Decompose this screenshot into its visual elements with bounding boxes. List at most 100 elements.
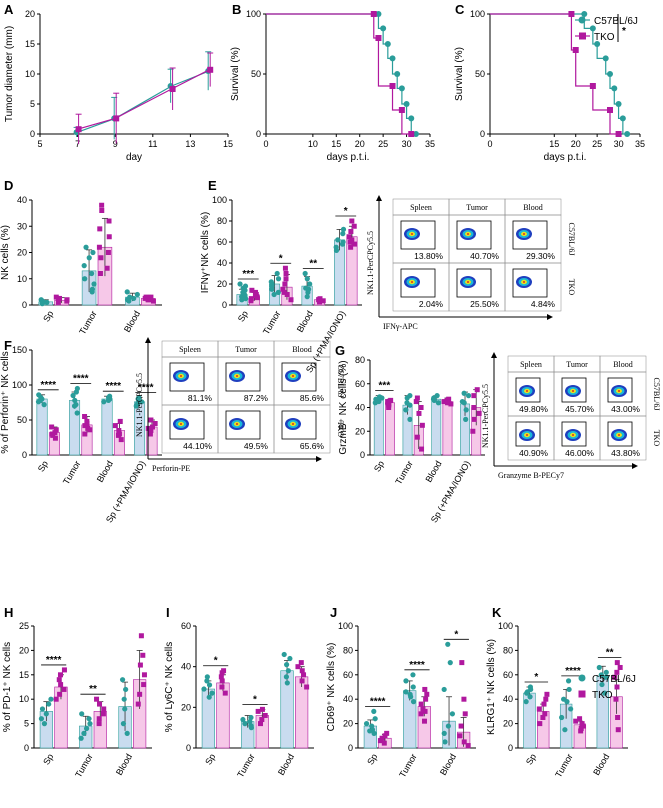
legend-wt-marker bbox=[578, 16, 586, 24]
data-point-I-0 bbox=[242, 721, 248, 727]
data-point-E-0 bbox=[333, 244, 339, 250]
facs-y-axis-label-G: NK1.1-PerCPCy5.5 bbox=[481, 384, 490, 448]
data-point-F-1 bbox=[147, 431, 153, 437]
data-point-H-0 bbox=[86, 716, 92, 722]
facs-percentage-G: 49.80% bbox=[519, 404, 548, 414]
data-point-D-0 bbox=[91, 281, 97, 287]
facs-x-arrow-E bbox=[547, 314, 553, 320]
facs-density-core-E bbox=[523, 281, 525, 283]
data-point-H-0 bbox=[79, 711, 85, 717]
y-tick-label-H: 15 bbox=[19, 670, 29, 680]
y-tick-label-D: 20 bbox=[17, 248, 27, 258]
facs-y-arrow-E bbox=[376, 195, 382, 201]
growth-line-1 bbox=[77, 69, 210, 130]
data-point-K-1 bbox=[544, 691, 550, 697]
y-tick-label-E: 100 bbox=[212, 195, 227, 205]
y-tick-label-J: 40 bbox=[343, 694, 353, 704]
data-point-I-0 bbox=[248, 723, 254, 729]
data-point-H-1 bbox=[137, 662, 143, 668]
facs-gate-G bbox=[515, 421, 541, 447]
data-point-K-1 bbox=[536, 706, 542, 712]
data-point-E-1 bbox=[288, 297, 294, 303]
facs-gate-F bbox=[169, 410, 205, 440]
growth-point-1 bbox=[113, 115, 120, 122]
y-axis-label-B: Survival (%) bbox=[230, 47, 241, 101]
data-point-F-1 bbox=[49, 431, 55, 437]
survival-point-C-0 bbox=[589, 25, 596, 32]
y-tick-label-G: 80 bbox=[355, 355, 365, 365]
legend: C57BL/6J TKO bbox=[575, 16, 638, 43]
data-point-J-1 bbox=[423, 696, 429, 702]
facs-density-core-F bbox=[292, 423, 294, 425]
y-tick-label-B: 100 bbox=[246, 9, 261, 19]
category-label-K: Tumor bbox=[553, 752, 574, 779]
data-point-G-1 bbox=[448, 401, 454, 407]
y-axis-label-F: % of Perforin⁺ NK cells bbox=[0, 351, 11, 454]
y-tick-label-I: 40 bbox=[181, 662, 191, 672]
data-point-E-0 bbox=[269, 283, 275, 289]
y-axis-label-C: Survival (%) bbox=[454, 47, 465, 101]
facs-percentage-F: 49.5% bbox=[244, 441, 269, 451]
facs-density-core-E bbox=[467, 281, 469, 283]
data-point-I-0 bbox=[206, 682, 213, 688]
facs-cell-E bbox=[504, 262, 562, 312]
y-axis-label-E: IFNγ⁺NK cells (%) bbox=[200, 212, 211, 293]
signif-star-E: *** bbox=[242, 269, 254, 280]
data-point-E-1 bbox=[282, 281, 288, 287]
y-tick-label-C: 0 bbox=[480, 129, 485, 139]
facs-density-core-E bbox=[523, 233, 525, 235]
legend-tko-label: TKO bbox=[594, 32, 615, 43]
data-point-J-1 bbox=[461, 739, 467, 745]
y-tick-label-D: 10 bbox=[17, 274, 27, 284]
data-point-J-0 bbox=[445, 723, 451, 729]
x-tick-label-B: 10 bbox=[308, 139, 318, 149]
data-point-D-1 bbox=[97, 271, 103, 276]
facs-percentage-E: 13.80% bbox=[414, 251, 443, 261]
data-point-H-1 bbox=[135, 701, 141, 707]
data-point-H-1 bbox=[137, 691, 143, 697]
y-tick-label-A: 5 bbox=[30, 99, 35, 109]
data-point-H-1 bbox=[138, 633, 144, 639]
facs-col-header-F: Blood bbox=[292, 345, 312, 354]
data-point-D-0 bbox=[90, 249, 96, 256]
data-point-K-1 bbox=[573, 718, 579, 724]
data-point-D-1 bbox=[98, 255, 104, 261]
category-label-G: Tumor bbox=[393, 459, 414, 486]
facs-row-label-E: C57BL/6J bbox=[567, 223, 576, 256]
data-point-E-0 bbox=[340, 226, 347, 232]
data-point-E-0 bbox=[340, 239, 346, 245]
data-point-H-0 bbox=[83, 725, 90, 732]
y-tick-label-J: 80 bbox=[343, 645, 353, 655]
data-point-I-0 bbox=[201, 686, 207, 692]
legend-bottom-wt-label: C57BL/6J bbox=[592, 674, 636, 685]
survival-point-B-1 bbox=[408, 131, 415, 137]
facs-col-header-G: Blood bbox=[613, 360, 633, 369]
data-point-K-0 bbox=[566, 686, 572, 693]
data-point-J-1 bbox=[458, 723, 464, 729]
facs-density-core-F bbox=[236, 423, 238, 425]
y-tick-label-H: 25 bbox=[19, 621, 29, 631]
y-tick-label-K: 100 bbox=[498, 621, 513, 631]
signif-star-H: ** bbox=[89, 684, 97, 695]
data-point-F-1 bbox=[82, 431, 88, 437]
signif-star-H: **** bbox=[46, 655, 62, 666]
data-point-G-1 bbox=[471, 393, 477, 399]
facs-col-header-F: Spleen bbox=[179, 345, 201, 354]
facs-density-core-G bbox=[572, 434, 574, 436]
data-point-G-0 bbox=[407, 393, 413, 399]
growth-line-0 bbox=[77, 70, 210, 133]
facs-x-axis-label-F: Perforin-PE bbox=[152, 464, 190, 473]
data-point-F-1 bbox=[118, 437, 124, 443]
data-point-D-0 bbox=[131, 295, 137, 302]
signif-star-J: * bbox=[454, 629, 458, 640]
data-point-K-0 bbox=[523, 699, 529, 705]
x-tick-label-C: 35 bbox=[635, 139, 645, 149]
panel-G: G 0 20 40 60 80 GrzmB⁺ NK cells (%) Sp *** Tumor B… bbox=[335, 343, 485, 524]
facs-percentage-F: 65.6% bbox=[300, 441, 325, 451]
data-point-F-1 bbox=[53, 427, 59, 433]
facs-grid-G: Spleen Tumor Blood C57BL/6J 49.80% 45.70% 43.0… bbox=[481, 352, 661, 480]
facs-row-label-E: TKO bbox=[567, 279, 576, 296]
